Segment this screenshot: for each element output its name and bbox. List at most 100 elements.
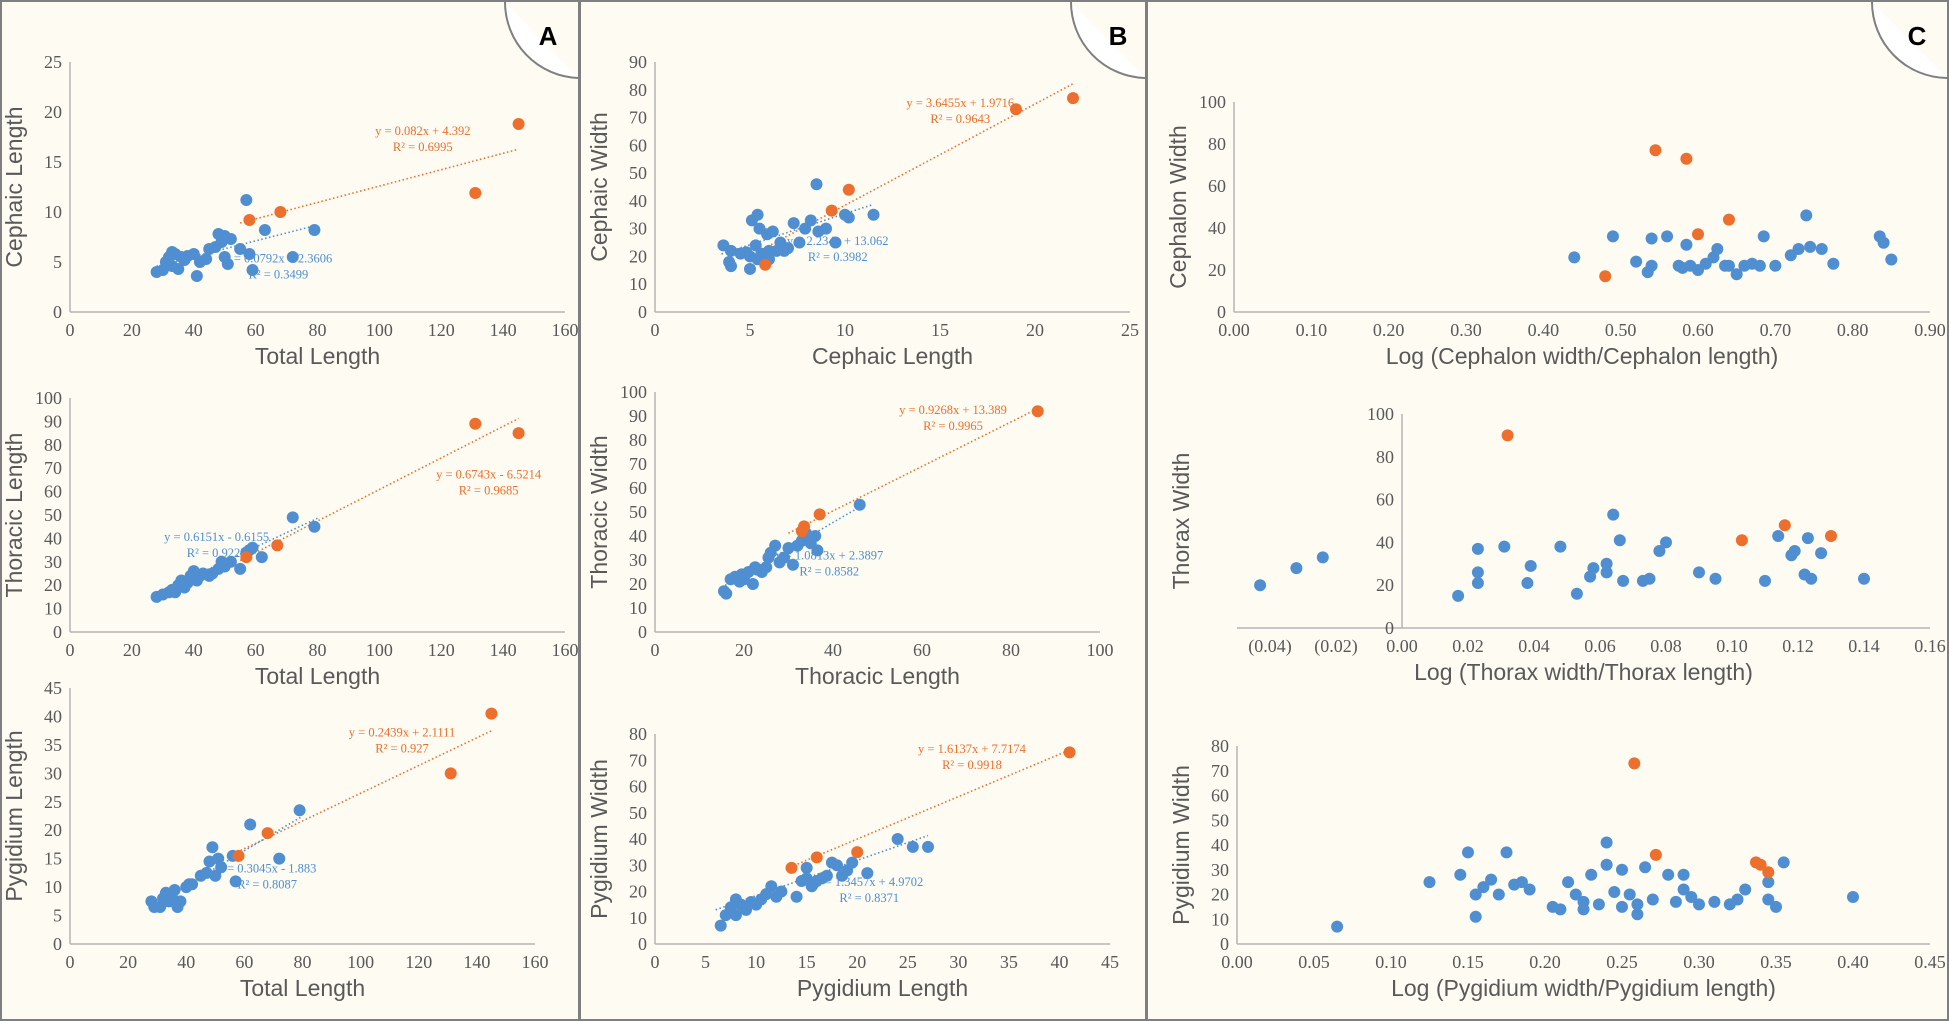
chart-a2-trend-equation-1: y = 0.6151x - 0.6155	[164, 530, 269, 544]
chart-a1-orange-point	[243, 214, 256, 226]
chart-a2-x-tick-label: 140	[490, 640, 517, 660]
chart-c3-blue-point	[1585, 868, 1598, 881]
chart-c3-orange-point	[1628, 757, 1641, 770]
chart-b2-x-tick-label: 80	[1002, 640, 1020, 660]
panel-c-corner-arc	[1871, 1, 1948, 79]
chart-a1-x-tick-label: 160	[552, 320, 579, 340]
chart-c2-orange-point	[1735, 534, 1748, 547]
chart-c1-blue-point	[1804, 240, 1817, 253]
chart-a3-blue-point	[186, 878, 199, 891]
chart-b1-blue-point	[842, 211, 855, 224]
chart-a3-x-tick-label: 80	[294, 952, 312, 972]
chart-c1-orange-point	[1599, 270, 1612, 283]
chart-c2-y-tick-label: 80	[1376, 447, 1394, 467]
chart-b3-orange-point	[851, 846, 864, 859]
chart-c3-blue-point	[1600, 858, 1613, 871]
chart-c1-orange-point	[1692, 228, 1704, 241]
chart-c3-y-tick-label: 0	[1220, 934, 1229, 954]
chart-b1-y-tick-label: 10	[629, 274, 647, 294]
chart-a2-y-tick-label: 60	[44, 482, 62, 502]
chart-c2-x-axis-title: Log (Thorax width/Thorax length)	[1414, 659, 1753, 685]
chart-b1-blue-point	[804, 214, 817, 227]
chart-b3-trendline-2	[786, 749, 1070, 870]
chart-c2-y-tick-label: 40	[1376, 532, 1394, 552]
chart-c2-blue-point	[1693, 566, 1705, 579]
chart-c3-blue-point	[1762, 893, 1775, 906]
chart-c1-blue-point	[1630, 255, 1643, 268]
chart-c1-blue-point	[1877, 236, 1890, 249]
chart-a1-blue-point	[221, 258, 234, 270]
chart-c3-orange-point	[1762, 866, 1775, 879]
chart-c1-x-axis-title: Log (Cephalon width/Cephalon length)	[1386, 343, 1779, 369]
chart-b1-y-tick-label: 60	[629, 135, 647, 155]
chart-b1-blue-point	[829, 236, 842, 249]
chart-c3-x-tick-label: 0.25	[1606, 952, 1638, 972]
chart-b1-blue-point	[867, 208, 880, 221]
chart-a1-blue-point	[200, 253, 213, 265]
chart-c3-blue-point	[1685, 890, 1698, 903]
chart-c2-x-tick-label: 0.12	[1782, 636, 1814, 656]
chart-b3-x-tick-label: 20	[848, 952, 866, 972]
chart-c3-blue-point	[1677, 868, 1690, 881]
chart-c1-blue-point	[1885, 253, 1898, 266]
chart-c3-blue-point	[1623, 888, 1636, 901]
chart-a1-x-tick-label: 40	[185, 320, 203, 340]
chart-b2-y-tick-label: 60	[629, 478, 647, 498]
chart-b3-blue-point	[820, 869, 833, 882]
chart-c1-blue-point	[1680, 238, 1693, 251]
chart-a1-orange-point	[512, 118, 525, 130]
chart-a1-orange-point	[274, 206, 287, 218]
chart-b3-x-tick-label: 15	[798, 952, 816, 972]
chart-c3-x-tick-label: 0.10	[1375, 952, 1407, 972]
chart-c2-blue-point	[1643, 572, 1656, 585]
chart-c3-x-axis-title: Log (Pygidium width/Pygidium length)	[1391, 975, 1776, 1001]
chart-a2-blue-point	[308, 520, 321, 533]
chart-a1-blue-point	[243, 248, 256, 260]
chart-c3-blue-point	[1577, 903, 1590, 916]
chart-c3-blue-point	[1669, 895, 1682, 908]
chart-b3-y-tick-label: 20	[629, 882, 647, 902]
chart-b2-blue-point	[769, 539, 782, 552]
chart-a1-blue-point	[240, 194, 253, 206]
chart-b1-y-tick-label: 50	[629, 163, 647, 183]
chart-a3-y-tick-label: 30	[44, 763, 62, 783]
chart-c2-blue-point	[1858, 572, 1870, 585]
chart-a2-y-tick-label: 0	[53, 622, 62, 642]
chart-a3-trend-r2-2: R² = 0.927	[375, 741, 429, 755]
chart-b3-blue-point	[831, 859, 843, 872]
chart-b1-y-tick-label: 30	[629, 219, 647, 239]
chart-a2-y-tick-label: 70	[44, 458, 62, 478]
panel-letter-c: C	[1908, 21, 1927, 51]
chart-b1-trend-r2-1: R² = 0.3982	[808, 250, 868, 264]
chart-a3: 0 20 40 60 80 100 120 140 160 0 5 10 15 20 25 30 35 40 45 T…	[1, 678, 549, 1001]
chart-c1-x-tick-label: 0.00	[1218, 320, 1250, 340]
chart-c2-x-tick-label: 0.10	[1716, 636, 1748, 656]
chart-c2-y-tick-label: 20	[1376, 575, 1394, 595]
chart-b3-orange-point	[785, 861, 798, 874]
chart-c3-blue-point	[1631, 908, 1644, 921]
chart-a2-y-axis-title: Thoracic Length	[1, 433, 27, 598]
chart-c3-blue-point	[1600, 836, 1613, 849]
chart-c1-blue-point	[1730, 268, 1743, 281]
chart-b3-y-tick-label: 70	[629, 750, 647, 770]
chart-c2-blue-point	[1587, 562, 1600, 575]
chart-c2-blue-point	[1452, 589, 1465, 602]
chart-b1: 0 5 10 15 20 25 0 10 20 30 40 50 60 70 80 90 Cephaic Len…	[586, 52, 1139, 369]
chart-a2-x-tick-label: 80	[309, 640, 327, 660]
chart-a1-trend-r2-1: R² = 0.3499	[248, 268, 308, 282]
chart-a2-y-tick-label: 80	[44, 435, 62, 455]
chart-c3-y-axis-title: Pygidium Width	[1168, 765, 1194, 925]
chart-c3-y-tick-label: 80	[1211, 736, 1229, 756]
chart-a2-y-tick-label: 40	[44, 528, 62, 548]
panel-c-frame	[1146, 0, 1949, 1021]
chart-c1-blue-point	[1753, 259, 1766, 272]
chart-a2-y-tick-label: 100	[35, 388, 62, 408]
chart-c2-blue-point	[1471, 577, 1484, 590]
chart-b2: 0 20 40 60 80 100 0 10 20 30 40 50 60 70 80 90 100 Thorac…	[586, 382, 1114, 689]
chart-c3-blue-point	[1639, 861, 1652, 874]
chart-a2-trend-r2-1: R² = 0.9223	[187, 546, 247, 560]
chart-a1-y-tick-label: 15	[44, 152, 62, 172]
chart-a2-blue-point	[286, 511, 299, 524]
chart-c3-y-tick-label: 60	[1211, 786, 1229, 806]
chart-a2-y-tick-label: 50	[44, 505, 62, 525]
